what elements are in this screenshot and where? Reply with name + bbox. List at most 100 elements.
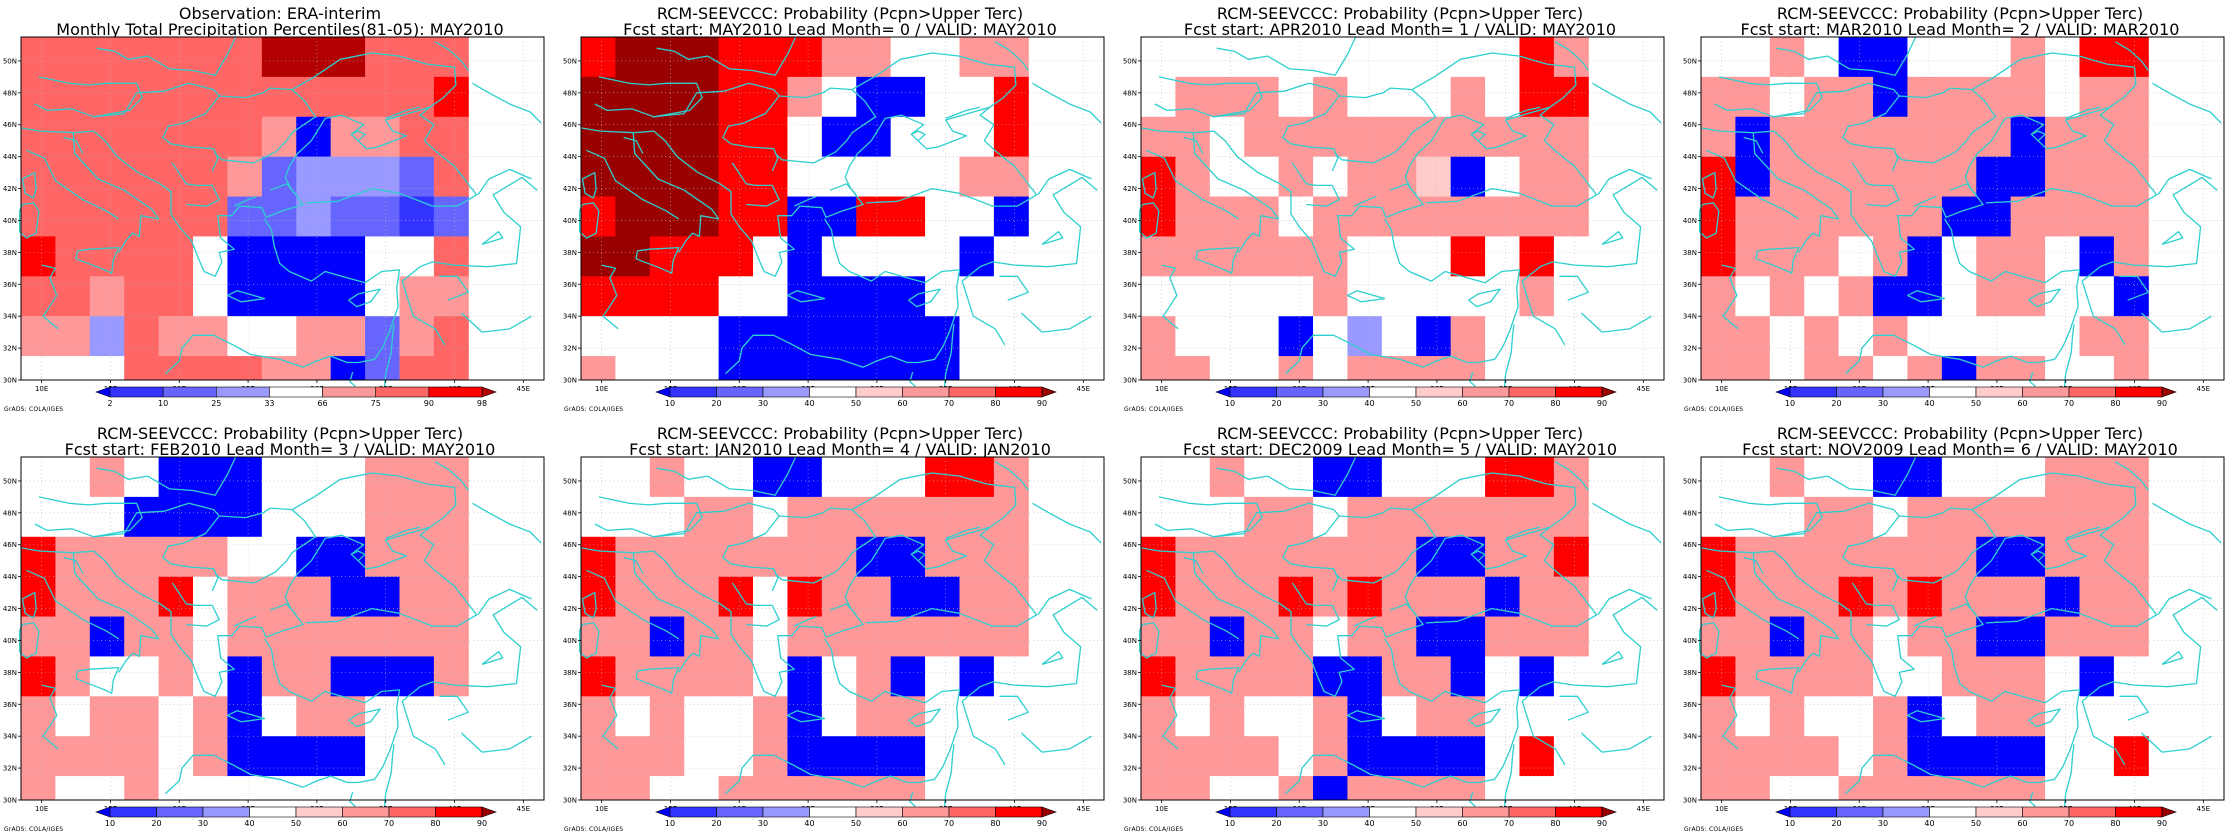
grid-cell <box>753 37 788 78</box>
grid-cell <box>55 116 91 158</box>
grid-cell <box>1873 536 1908 578</box>
grid-cell <box>1347 316 1383 357</box>
grid-cell <box>227 656 263 697</box>
grid-cell <box>1141 236 1176 277</box>
grid-cell <box>1769 616 1805 657</box>
grid-cell <box>1735 196 1771 237</box>
grid-cell <box>925 196 960 237</box>
grid-cell <box>718 356 754 381</box>
grid-cell <box>158 736 194 777</box>
coastline <box>945 526 981 540</box>
lon-tick-label: 10E <box>1155 805 1168 813</box>
coastline <box>18 622 40 659</box>
grid-cell <box>787 156 823 198</box>
grid-cell <box>1278 156 1314 198</box>
grid-cell <box>1519 196 1555 237</box>
grid-cell <box>2010 156 2046 198</box>
coastline <box>349 371 356 387</box>
grid-cell <box>296 76 332 118</box>
grid-cell <box>1175 616 1211 657</box>
grid-cell <box>581 356 616 381</box>
grid-cell <box>787 536 823 578</box>
coastline <box>1161 264 1179 330</box>
grid-cell <box>1804 196 1840 237</box>
grid-cell <box>89 696 125 737</box>
grid-cell <box>124 616 160 657</box>
coastline <box>1592 502 1662 544</box>
coastlines <box>1138 36 1662 389</box>
grid-cell <box>399 316 435 357</box>
coastline <box>1469 791 1476 807</box>
lat-tick-label: 46N <box>1683 541 1697 549</box>
map-frame <box>1700 456 2225 801</box>
coastline <box>1714 76 1823 118</box>
grid-cell <box>261 536 297 578</box>
colorbar-segment <box>156 806 204 818</box>
coastline <box>1334 507 1437 584</box>
lat-tick-label: 40N <box>3 217 17 225</box>
coastline <box>594 496 703 538</box>
grid-cell <box>925 696 960 737</box>
grid-cell <box>649 536 685 578</box>
coastline <box>961 176 1098 282</box>
panel-subtitle: Fcst start: MAR2010 Lead Month= 2 / VALI… <box>1740 20 2180 39</box>
coastline <box>1554 461 1589 491</box>
grid-cell <box>753 696 788 737</box>
coastline <box>1894 507 1997 584</box>
grid-cell <box>2079 736 2115 777</box>
lat-tick-label: 40N <box>1123 217 1137 225</box>
grid-cell <box>1244 356 1280 381</box>
map-plot: 30N32N34N36N38N40N42N44N46N48N50N10E15E2… <box>563 36 1105 408</box>
grid-cell <box>649 276 685 317</box>
coastline <box>383 744 395 809</box>
coastline <box>1845 638 2081 795</box>
grid-cell <box>1838 536 1874 578</box>
colorbar-segment <box>809 806 857 818</box>
grid-cell <box>753 356 788 381</box>
colorbar: 10 20 30 40 50 60 70 80 90 <box>1215 386 1617 408</box>
coastline <box>911 550 926 562</box>
grads-credit: GrADS: COLA/IGES <box>1684 406 1744 413</box>
grid-cell <box>158 276 194 317</box>
grid-cell <box>1804 156 1840 198</box>
coastline <box>1907 710 1946 723</box>
grid-cell <box>433 656 469 697</box>
grid-cell <box>433 496 469 538</box>
colorbar-segment <box>1929 386 1977 398</box>
grid-cell <box>365 76 400 118</box>
coastline <box>472 502 542 544</box>
grid-cell <box>925 316 960 357</box>
grid-cell <box>1175 776 1211 801</box>
lon-tick-label: 10E <box>1155 385 1168 393</box>
grid-cell <box>993 76 1029 118</box>
colorbar-label: 30 <box>1878 399 1888 408</box>
grid-cell <box>753 156 788 198</box>
grid-cell <box>649 116 685 158</box>
grid-cell <box>649 576 685 618</box>
grid-cell <box>1416 776 1452 801</box>
grid-cell <box>615 457 651 498</box>
grid-cell <box>1416 316 1452 357</box>
panel-subtitle: Fcst start: DEC2009 Lead Month= 5 / VALI… <box>1182 440 1618 459</box>
colorbar-segment <box>1322 386 1370 398</box>
coastline <box>481 650 504 666</box>
coastline <box>633 106 1038 277</box>
colorbar-label: 70 <box>1504 819 1514 828</box>
grid-cell <box>158 236 194 277</box>
grid-cell <box>227 457 263 498</box>
grid-cell <box>1381 116 1417 158</box>
grid-cell <box>1804 236 1840 277</box>
grid-cell <box>890 76 926 118</box>
map-frame <box>580 456 1105 801</box>
grid-cell <box>193 576 228 618</box>
grid-cell <box>1244 116 1280 158</box>
coastline <box>961 596 1098 702</box>
coastline <box>656 36 797 76</box>
grid-cell <box>158 156 194 198</box>
lon-tick-label: 45E <box>517 805 530 813</box>
grid-cell <box>399 736 435 777</box>
grid-cell <box>89 356 125 381</box>
grid-cell <box>1553 776 1589 801</box>
colorbar-segment <box>995 806 1043 818</box>
grid-cell <box>1209 656 1245 697</box>
